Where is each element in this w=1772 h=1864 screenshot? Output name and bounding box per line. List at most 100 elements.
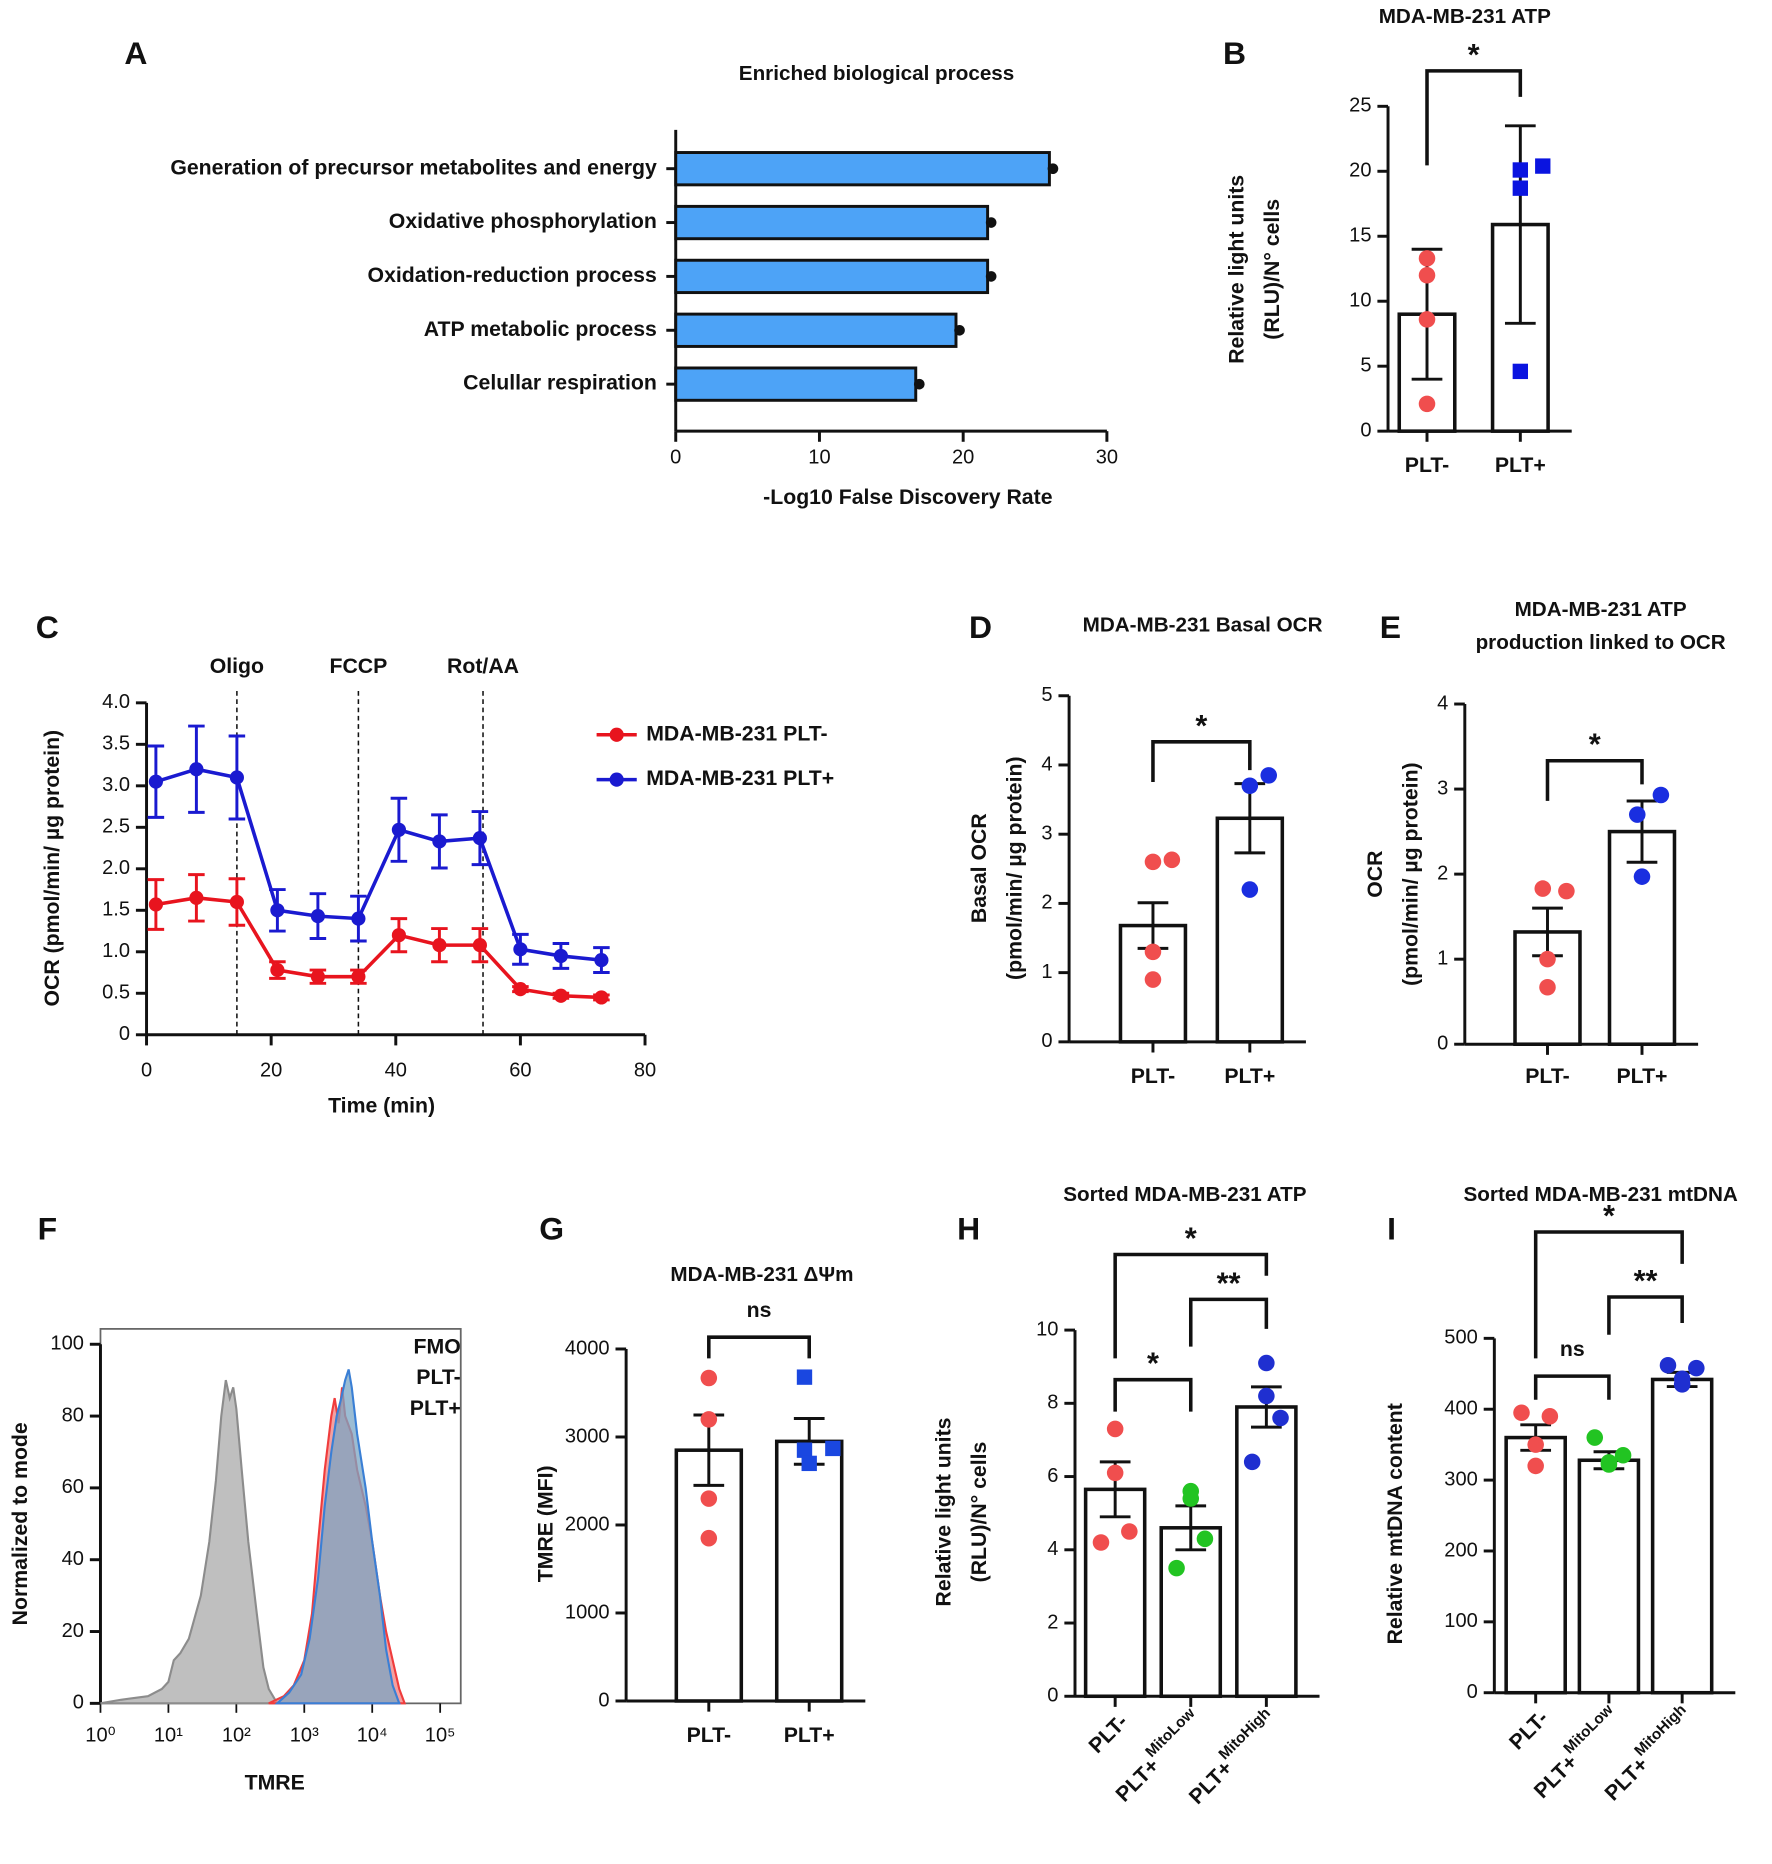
data-point [310, 909, 325, 924]
y-tick-label: 1.5 [102, 899, 130, 921]
y-tick-label: 0 [1360, 419, 1371, 441]
data-point [1168, 1559, 1185, 1577]
x-tick-label: 10⁴ [357, 1725, 388, 1747]
bar-end-dot [1047, 163, 1059, 174]
series-line [155, 896, 602, 1000]
significance-label: ** [1634, 1263, 1658, 1298]
y-tick-label: 100 [1444, 1610, 1478, 1632]
data-point [1539, 978, 1556, 996]
y-tick-label: 4.0 [102, 691, 130, 713]
y-tick-label: 5 [1360, 354, 1371, 376]
x-tick-label: 0 [670, 447, 681, 469]
y-tick-label: 4 [1041, 753, 1052, 775]
bar [774, 1439, 844, 1703]
data-point [1614, 1447, 1632, 1464]
category-label: ATP metabolic process [424, 317, 657, 341]
data-point [1512, 162, 1529, 178]
x-tick-label: 40 [385, 1060, 407, 1082]
data-point [1260, 767, 1277, 784]
y-tick-label: 25 [1349, 95, 1371, 117]
data-point [1243, 1453, 1261, 1471]
category-label: PLT+ [1617, 1064, 1668, 1088]
data-point [1688, 1359, 1705, 1377]
legend-label: PLT- [416, 1365, 460, 1389]
data-point [1633, 868, 1651, 885]
data-point [700, 1490, 718, 1507]
significance-label: ns [1560, 1337, 1585, 1361]
data-point [1541, 1408, 1559, 1425]
data-point [1539, 950, 1556, 968]
data-point [1163, 851, 1181, 869]
panel-letter: B [1223, 35, 1246, 71]
category-label: PLT- [1084, 1709, 1132, 1757]
significance-bracket [1188, 1297, 1269, 1347]
data-point [229, 894, 244, 910]
data-point [351, 911, 366, 926]
y-tick-label: 3 [1041, 822, 1052, 844]
data-point [1673, 1376, 1691, 1393]
data-point [1144, 971, 1162, 988]
y-tick-label: 6 [1047, 1465, 1058, 1487]
annotation-label: FCCP [329, 654, 387, 678]
data-point [1182, 1490, 1200, 1507]
y-tick-label: 0 [598, 1689, 609, 1711]
significance-bracket [1425, 69, 1523, 166]
bar [674, 366, 918, 402]
data-point [513, 942, 528, 957]
y-axis-label: Basal OCR [967, 813, 991, 923]
chart-title: Sorted MDA-MB-231 mtDNA [1464, 1183, 1738, 1206]
data-point [1144, 943, 1162, 961]
y-axis-label: OCR [1363, 851, 1387, 898]
category-superscript: MitoHigh [1631, 1701, 1689, 1759]
y-axis-label: (pmol/min/ µg protein) [1003, 756, 1027, 980]
data-point [1527, 1436, 1544, 1453]
y-tick-label: 4000 [565, 1337, 610, 1359]
data-point [700, 1529, 718, 1547]
data-point [1196, 1530, 1214, 1548]
data-point [801, 1455, 817, 1472]
data-point [1258, 1354, 1275, 1372]
bar [674, 258, 990, 295]
significance-label: * [1147, 1346, 1159, 1381]
y-tick-label: 3 [1437, 777, 1448, 799]
x-tick-label: 10 [808, 447, 830, 469]
y-tick-label: 20 [62, 1620, 84, 1642]
category-name: PLT+ [1600, 1752, 1653, 1805]
data-point [1106, 1464, 1124, 1482]
data-point [1512, 363, 1529, 380]
x-tick-label: 10³ [290, 1725, 319, 1747]
y-tick-label: 500 [1444, 1327, 1478, 1349]
data-point [1586, 1429, 1604, 1446]
category-label: PLT- [1504, 1706, 1552, 1754]
y-axis-label: Relative light units [1225, 175, 1249, 364]
y-tick-label: 0 [1437, 1033, 1448, 1055]
data-point [1534, 880, 1552, 897]
data-point [1241, 881, 1259, 898]
x-axis-label: TMRE [245, 1770, 305, 1794]
bar [1577, 1458, 1641, 1695]
chart-title: Sorted MDA-MB-231 ATP [1063, 1183, 1307, 1206]
data-point [1652, 786, 1670, 804]
data-point [1512, 180, 1529, 196]
legend-dot [609, 727, 624, 742]
data-point [1418, 395, 1436, 413]
y-tick-label: 3.0 [102, 774, 130, 796]
data-point [432, 834, 447, 849]
significance-bracket [1607, 1295, 1684, 1335]
legend-label: MDA-MB-231 PLT- [646, 721, 827, 745]
x-tick-label: 0 [141, 1060, 152, 1082]
data-point [1418, 311, 1436, 328]
data-point [1092, 1534, 1110, 1551]
category-label: PLT- [1405, 453, 1449, 477]
data-point [270, 962, 285, 978]
data-point [229, 770, 244, 785]
data-point [1535, 158, 1551, 174]
x-tick-label: 10⁰ [85, 1725, 115, 1747]
y-tick-label: 4 [1047, 1538, 1058, 1560]
data-point [472, 831, 487, 846]
y-tick-label: 2 [1437, 862, 1448, 884]
data-point [1600, 1456, 1618, 1473]
data-point [1418, 266, 1436, 284]
data-point [594, 952, 609, 968]
data-point [391, 928, 406, 943]
